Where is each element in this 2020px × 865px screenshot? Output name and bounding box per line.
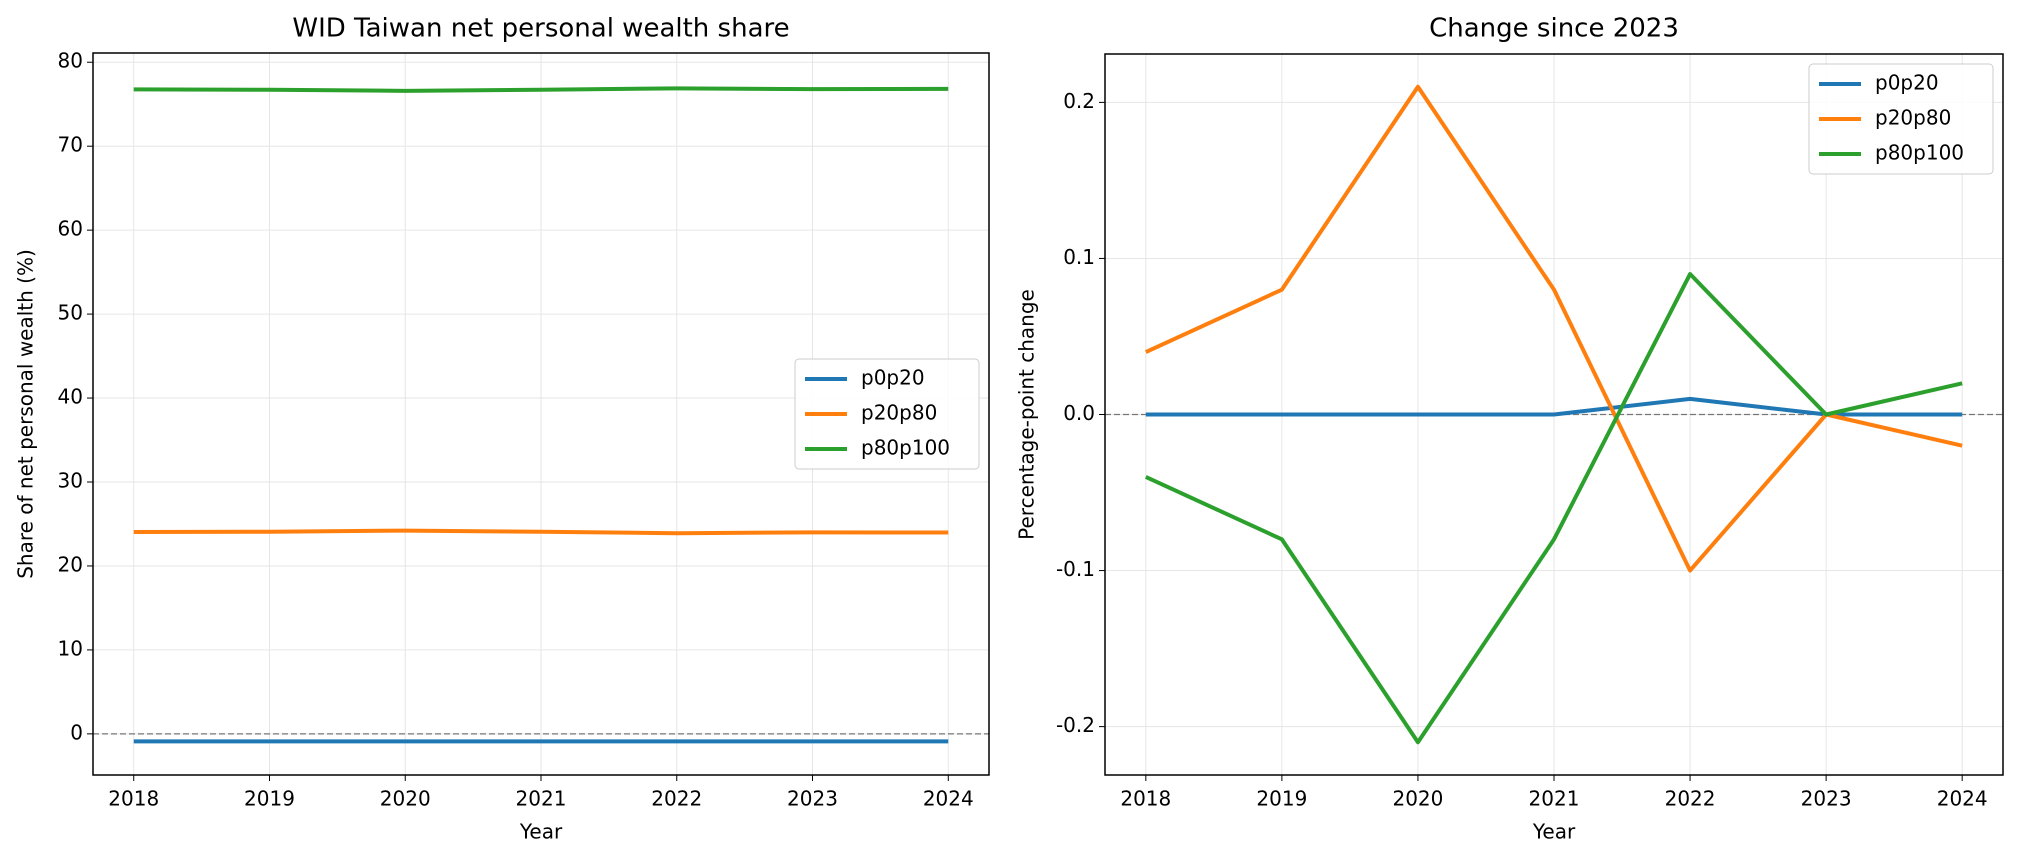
x-tick-label: 2021 xyxy=(516,787,567,811)
y-tick-label: 50 xyxy=(58,301,83,325)
plot-frame xyxy=(92,52,990,776)
legend-box xyxy=(1808,63,1994,175)
legend: p0p20 p20p80 p80p100 xyxy=(794,358,980,470)
series-line xyxy=(1144,272,1963,745)
y-tick-label: 60 xyxy=(58,217,83,241)
legend-box xyxy=(794,358,980,470)
y-axis-label: Share of net personal wealth (%) xyxy=(14,249,38,579)
x-tick-label: 2022 xyxy=(1665,787,1716,811)
series-line xyxy=(133,528,949,536)
y-tick-label: 40 xyxy=(58,385,83,409)
legend-label: p0p20 xyxy=(861,366,925,390)
series-line xyxy=(133,86,949,93)
x-tick-label: 2024 xyxy=(1937,787,1988,811)
y-tick-label: 0.0 xyxy=(1063,401,1095,425)
legend-label: p80p100 xyxy=(1875,141,1964,165)
legend-label: p20p80 xyxy=(861,401,937,425)
x-tick-label: 2019 xyxy=(244,787,295,811)
y-tick-label: -0.1 xyxy=(1056,557,1095,581)
legend-label: p80p100 xyxy=(861,436,950,460)
y-tick-label: 10 xyxy=(58,636,83,660)
plot-frame xyxy=(1104,53,2004,776)
legend-label: p20p80 xyxy=(1875,106,1951,130)
legend-label: p0p20 xyxy=(1875,71,1939,95)
x-tick-label: 2020 xyxy=(1392,787,1443,811)
x-axis-label: Year xyxy=(1532,820,1576,844)
y-tick-label: 30 xyxy=(58,469,83,493)
y-tick-label: 0.2 xyxy=(1063,89,1095,113)
chart-title: Change since 2023 xyxy=(1429,14,1679,44)
legend: p0p20 p20p80 p80p100 xyxy=(1808,63,1994,175)
y-tick-label: 70 xyxy=(58,133,83,157)
y-tick-label: 0.1 xyxy=(1063,245,1095,269)
x-tick-label: 2018 xyxy=(1120,787,1171,811)
x-tick-label: 2023 xyxy=(787,787,838,811)
y-tick-label: -0.2 xyxy=(1056,713,1095,737)
chart-title: WID Taiwan net personal wealth share xyxy=(292,14,789,44)
x-tick-label: 2024 xyxy=(923,787,974,811)
x-tick-label: 2020 xyxy=(380,787,431,811)
y-tick-label: 80 xyxy=(58,49,83,73)
y-tick-label: 0 xyxy=(70,720,83,744)
x-axis-label: Year xyxy=(519,820,563,844)
x-tick-label: 2018 xyxy=(108,787,159,811)
x-tick-label: 2019 xyxy=(1256,787,1307,811)
x-tick-label: 2022 xyxy=(651,787,702,811)
x-tick-label: 2021 xyxy=(1529,787,1580,811)
y-tick-label: 20 xyxy=(58,552,83,576)
x-tick-label: 2023 xyxy=(1801,787,1852,811)
y-axis-label: Percentage-point change xyxy=(1015,289,1039,540)
